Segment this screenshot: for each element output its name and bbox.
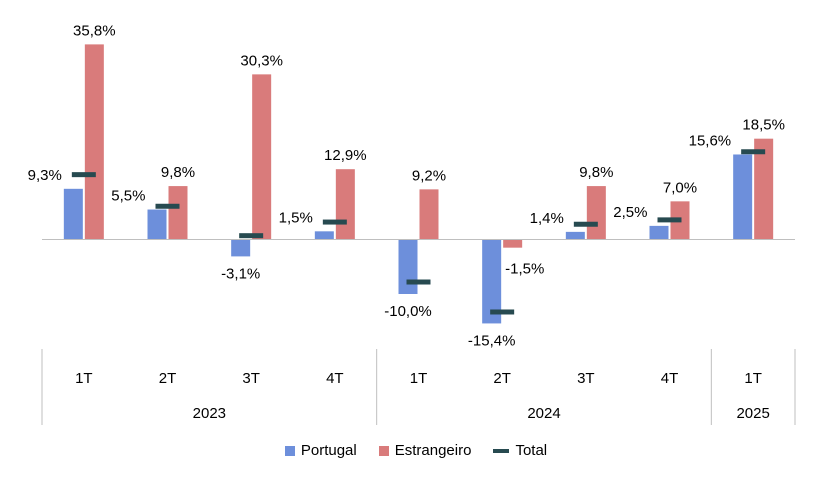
legend-swatch-total bbox=[493, 448, 510, 453]
marker-total bbox=[322, 219, 347, 225]
data-label-portugal: 5,5% bbox=[111, 188, 145, 205]
marker-total bbox=[490, 309, 515, 315]
legend-item-estrangeiro: Estrangeiro bbox=[378, 442, 472, 459]
legend: Portugal Estrangeiro Total bbox=[0, 442, 832, 459]
x-tick-label: 1T bbox=[410, 370, 428, 387]
data-label-estrangeiro: 7,0% bbox=[663, 179, 697, 196]
bar-portugal bbox=[565, 231, 585, 240]
bar-estrangeiro bbox=[586, 186, 606, 240]
data-label-estrangeiro: 30,3% bbox=[240, 52, 283, 69]
bar-estrangeiro bbox=[335, 169, 355, 240]
bar-portugal bbox=[649, 225, 669, 240]
data-label-estrangeiro: 9,8% bbox=[579, 164, 613, 181]
legend-swatch-estrangeiro bbox=[378, 445, 389, 456]
data-label-portugal: 15,6% bbox=[689, 132, 732, 149]
bar-portugal bbox=[63, 188, 83, 240]
marker-total bbox=[406, 279, 431, 285]
legend-swatch-portugal bbox=[284, 445, 295, 456]
marker-total bbox=[657, 217, 682, 223]
data-label-estrangeiro: 9,2% bbox=[412, 167, 446, 184]
x-group-label: 2024 bbox=[527, 405, 560, 422]
marker-total bbox=[741, 149, 766, 155]
marker-total bbox=[155, 203, 180, 209]
bar-estrangeiro bbox=[168, 186, 188, 240]
x-tick-label: 1T bbox=[744, 370, 762, 387]
bar-estrangeiro bbox=[754, 138, 774, 240]
bar-estrangeiro bbox=[419, 189, 439, 240]
data-label-estrangeiro: 35,8% bbox=[73, 22, 116, 39]
legend-label-portugal: Portugal bbox=[300, 442, 357, 459]
data-label-portugal: 1,5% bbox=[279, 209, 313, 226]
legend-label-estrangeiro: Estrangeiro bbox=[394, 442, 472, 459]
x-tick-label: 2T bbox=[493, 370, 511, 387]
bar-portugal bbox=[733, 154, 753, 240]
x-tick-label: 3T bbox=[577, 370, 595, 387]
legend-item-total: Total bbox=[493, 442, 547, 459]
bar-estrangeiro bbox=[503, 239, 523, 248]
x-tick-label: 4T bbox=[661, 370, 679, 387]
data-label-estrangeiro: 9,8% bbox=[161, 164, 195, 181]
x-group-label: 2023 bbox=[193, 405, 226, 422]
x-tick-label: 3T bbox=[242, 370, 260, 387]
data-label-portugal: 9,3% bbox=[28, 167, 62, 184]
data-label-portugal: -10,0% bbox=[384, 303, 432, 320]
bar-portugal bbox=[314, 231, 334, 240]
x-tick-label: 2T bbox=[159, 370, 177, 387]
data-label-estrangeiro: -1,5% bbox=[505, 261, 544, 278]
marker-total bbox=[239, 233, 264, 239]
data-label-portugal: -3,1% bbox=[221, 265, 260, 282]
data-label-portugal: 1,4% bbox=[530, 210, 564, 227]
legend-item-portugal: Portugal bbox=[284, 442, 357, 459]
bar-portugal bbox=[398, 239, 418, 294]
bar-estrangeiro bbox=[84, 44, 104, 240]
data-label-estrangeiro: 18,5% bbox=[742, 117, 785, 134]
data-label-estrangeiro: 12,9% bbox=[324, 147, 367, 164]
bar-portugal bbox=[231, 239, 251, 257]
bar-portugal bbox=[482, 239, 502, 324]
marker-total bbox=[573, 221, 598, 227]
data-label-portugal: 2,5% bbox=[613, 204, 647, 221]
marker-total bbox=[71, 172, 96, 178]
bar-portugal bbox=[147, 209, 167, 240]
legend-label-total: Total bbox=[515, 442, 548, 459]
x-group-label: 2025 bbox=[736, 405, 769, 422]
bar-estrangeiro bbox=[252, 74, 272, 240]
x-tick-label: 4T bbox=[326, 370, 344, 387]
data-label-portugal: -15,4% bbox=[468, 332, 516, 349]
x-tick-label: 1T bbox=[75, 370, 93, 387]
